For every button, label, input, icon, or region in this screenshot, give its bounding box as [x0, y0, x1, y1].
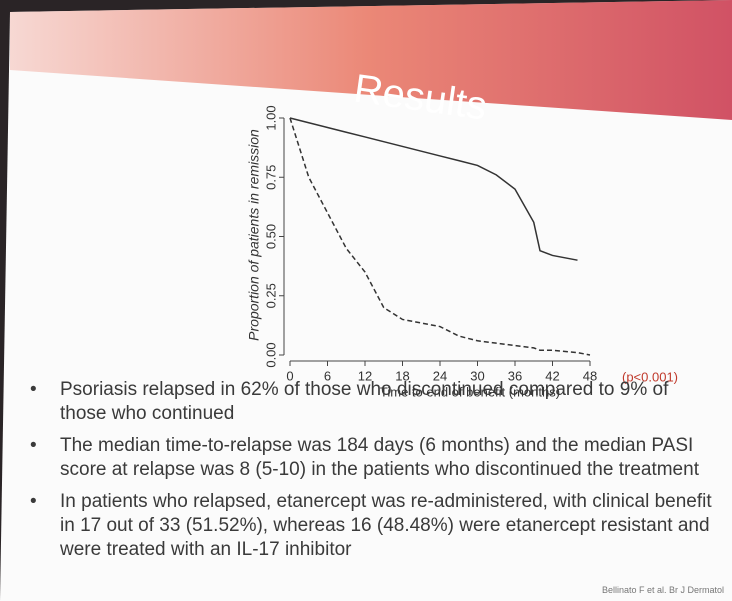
y-tick-label: 0.25	[263, 283, 278, 308]
bullet: In patients who relapsed, etanercept was…	[30, 490, 720, 562]
y-tick-label: 1.00	[263, 105, 278, 130]
bullet: The median time-to-relapse was 184 days …	[30, 434, 720, 482]
y-tick-label: 0.75	[263, 165, 278, 190]
footnote: Bellinato F et al. Br J Dermatol	[602, 585, 724, 595]
y-axis-label: Proportion of patients in remission	[246, 129, 262, 341]
bullet-list: Psoriasis relapsed in 62% of those who d…	[30, 378, 720, 570]
y-tick-label: 0.50	[263, 224, 278, 249]
slide-photo: Results Proportion of patients in remiss…	[0, 0, 732, 601]
y-tick-label: 0.00	[263, 342, 278, 367]
bullet: Psoriasis relapsed in 62% of those who d…	[30, 378, 720, 426]
